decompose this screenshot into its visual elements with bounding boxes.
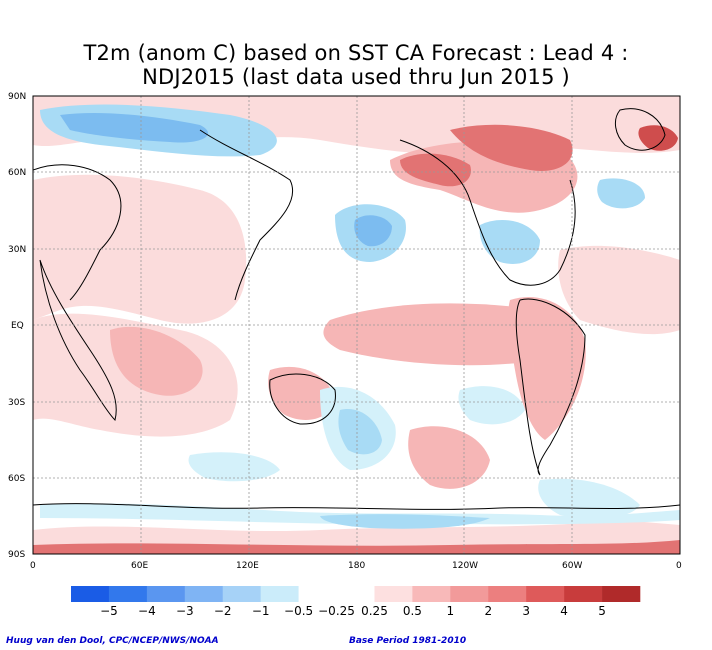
color-scale-swatch — [108, 586, 148, 602]
title-line-1: T2m (anom C) based on SST CA Forecast : … — [83, 41, 629, 65]
cool-region-siberia-core — [60, 113, 209, 143]
color-scale-label: −3 — [176, 604, 194, 618]
warm-region-australia — [268, 366, 335, 420]
coastline-south-america — [515, 298, 586, 476]
coastline-greenland — [614, 108, 666, 151]
coastline-eurasia — [33, 164, 122, 301]
cool-region-north-atlantic — [597, 178, 645, 209]
lat-label: 90N — [8, 92, 26, 102]
color-scale-label: −0.25 — [318, 604, 355, 618]
lon-label: 0 — [676, 561, 682, 571]
lon-label: 60W — [562, 561, 582, 571]
warm-region-southern-pacific — [408, 426, 490, 489]
color-scale-swatch — [602, 586, 641, 602]
cool-region-east-us — [479, 220, 540, 264]
warm-region-antarctic-deep — [33, 540, 680, 554]
cool-region-antarctic-core — [320, 514, 490, 529]
color-scale-swatch — [526, 586, 565, 602]
warm-region-india-ocean — [110, 326, 203, 396]
coastline-asia-east — [199, 129, 294, 301]
lat-label: EQ — [11, 321, 24, 331]
color-scale-label: −2 — [214, 604, 232, 618]
lat-label: 30N — [8, 245, 26, 255]
lon-label: 60E — [131, 561, 148, 571]
color-scale-swatch — [146, 586, 186, 602]
color-scale-swatch — [374, 586, 413, 602]
lon-axis: 0 60E 120E 180 120W 60W 0 — [30, 561, 682, 571]
map-frame — [32, 95, 681, 555]
warm-region-south-america — [507, 296, 586, 440]
color-scale-label: 2 — [484, 604, 492, 618]
credit-base-period: Base Period 1981-2010 — [349, 636, 467, 646]
cool-region-southern-ocean-mid — [338, 409, 382, 455]
color-scale-label: −0.5 — [284, 604, 313, 618]
coastline-australia — [269, 373, 336, 425]
coastlines — [33, 108, 680, 510]
color-scale-bar — [71, 586, 641, 602]
lat-label: 60N — [8, 168, 26, 178]
cool-region-antarctic-ring — [40, 503, 680, 525]
color-scale-swatch — [71, 586, 110, 602]
color-scale-label: −4 — [138, 604, 156, 618]
warm-region-greenland — [638, 125, 678, 151]
cool-region-north-pacific-core — [354, 215, 392, 247]
color-scale-label: −5 — [100, 604, 118, 618]
color-scale-swatch — [222, 586, 261, 602]
lon-label: 180 — [348, 561, 365, 571]
color-scale-swatch — [564, 586, 603, 602]
cool-region-east-pacific — [458, 386, 525, 425]
title-line-2: NDJ2015 (last data used thru Jun 2015 ) — [142, 65, 570, 89]
cool-region-sub-antarctic — [188, 452, 280, 482]
graticule — [33, 96, 680, 554]
color-scale-label: 1 — [447, 604, 455, 618]
color-scale-label: 0.25 — [361, 604, 388, 618]
color-scale-label: −1 — [252, 604, 270, 618]
warm-region-atlantic — [558, 245, 680, 335]
lon-label: 120E — [236, 561, 259, 571]
color-scale-swatch — [260, 586, 299, 602]
coastline-africa — [39, 259, 117, 421]
warm-region-eurasia — [33, 174, 247, 324]
color-scale-swatch — [184, 586, 224, 602]
lon-label: 120W — [452, 561, 478, 571]
lat-label: 90S — [8, 550, 25, 560]
color-scale-swatch — [488, 586, 527, 602]
color-scale-label: 5 — [598, 604, 606, 618]
color-scale-swatch — [412, 586, 451, 602]
color-scale-swatch — [450, 586, 489, 602]
color-scale-label: 3 — [522, 604, 530, 618]
warm-region-alaska — [400, 153, 471, 187]
warm-region-canada — [450, 124, 573, 171]
lon-label: 0 — [30, 561, 36, 571]
color-scale-swatch — [298, 586, 337, 602]
lat-axis: 90N 60N 30N EQ 30S 60S 90S — [8, 92, 26, 560]
lat-label: 60S — [8, 474, 25, 484]
lat-label: 30S — [8, 398, 25, 408]
color-scale-label: 0.5 — [403, 604, 422, 618]
coastline-antarctica — [33, 503, 680, 510]
credit-author: Huug van den Dool, CPC/NCEP/NWS/NOAA — [6, 636, 219, 646]
color-scale-labels: −5 −4 −3 −2 −1 −0.5 −0.25 0.25 0.5 1 2 3 4 5 — [100, 604, 606, 618]
color-scale-label: 4 — [560, 604, 568, 618]
color-scale-swatch — [336, 586, 375, 602]
coastline-north-america — [399, 139, 576, 286]
